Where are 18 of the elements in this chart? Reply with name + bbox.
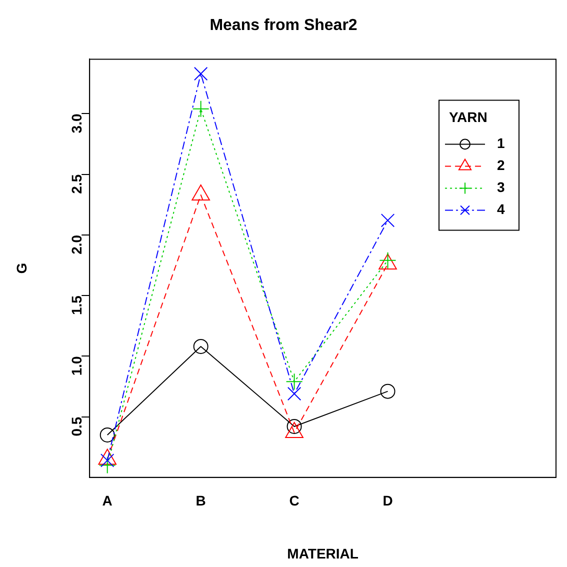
x-tick-label: B — [196, 492, 206, 509]
legend-title: YARN — [449, 109, 488, 126]
legend-label: 1 — [497, 135, 505, 152]
legend-label: 3 — [497, 179, 505, 196]
y-tick-label: 1.5 — [68, 295, 84, 316]
y-axis-title: G — [13, 262, 30, 274]
chart-title: Means from Shear2 — [210, 17, 358, 34]
y-tick-label: 2.5 — [68, 174, 84, 194]
legend-label: 4 — [497, 201, 505, 218]
y-tick-label: 0.5 — [68, 416, 84, 436]
legend-label: 2 — [497, 157, 505, 174]
x-tick-label: D — [382, 492, 393, 509]
x-tick-label: A — [102, 492, 112, 509]
y-tick-label: 1.0 — [68, 356, 84, 376]
x-axis-title: MATERIAL — [287, 545, 359, 562]
y-tick-label: 2.0 — [68, 234, 84, 254]
x-tick-label: C — [289, 492, 300, 509]
y-tick-label: 3.0 — [68, 114, 84, 134]
